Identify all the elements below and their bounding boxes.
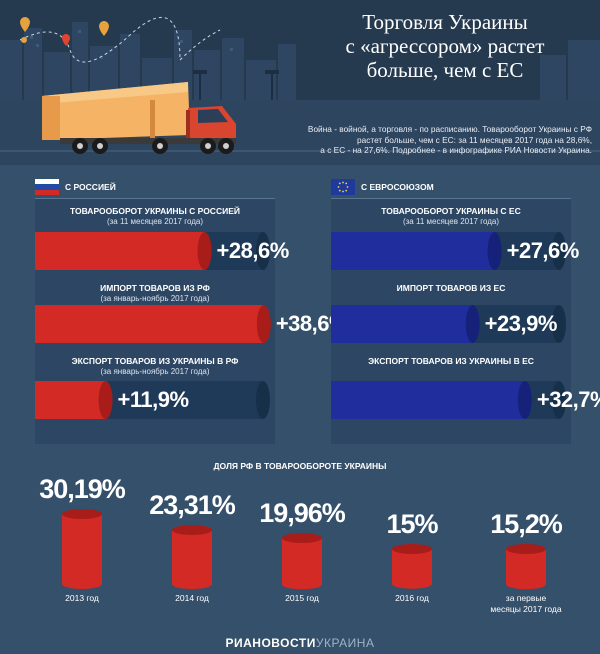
bar-track-end bbox=[552, 232, 566, 270]
title-line: больше, чем с ЕС bbox=[366, 58, 524, 82]
divider bbox=[331, 198, 571, 199]
brand-light: УКРАИНА bbox=[315, 636, 375, 650]
bar-fill-cap bbox=[517, 381, 532, 419]
eu-metric-title: ЭКСПОРТ ТОВАРОВ ИЗ УКРАИНЫ В ЕС bbox=[368, 356, 534, 366]
eu-metric-title: ТОВАРООБОРОТ УКРАИНЫ С ЕС bbox=[381, 206, 521, 216]
share-value: 30,19% bbox=[39, 474, 126, 504]
bar-fill bbox=[331, 305, 473, 343]
intro-line: а с ЕС - на 27,6%. Подробнее - в инфогра… bbox=[320, 145, 592, 155]
russia-metric-subtitle: (за январь-ноябрь 2017 года) bbox=[100, 294, 210, 303]
page-title: Торговля Украины с «агрессором» растет б… bbox=[300, 10, 590, 82]
eu-metric-title: ИМПОРТ ТОВАРОВ ИЗ ЕС bbox=[396, 283, 506, 293]
russia-metric-title: ИМПОРТ ТОВАРОВ ИЗ РФ bbox=[100, 283, 210, 293]
russia-metric-subtitle: (за 11 месяцев 2017 года) bbox=[106, 217, 204, 226]
share-value: 23,31% bbox=[149, 489, 236, 520]
bar-fill-cap bbox=[98, 381, 113, 419]
eu-metric-value: +32,7% bbox=[536, 387, 600, 412]
eu-section-header: С ЕВРОСОЮЗОМ bbox=[331, 178, 571, 196]
russia-metric-bar bbox=[35, 381, 270, 419]
bar-track-end bbox=[256, 232, 270, 270]
bar-fill bbox=[331, 232, 495, 270]
bar-fill bbox=[35, 305, 264, 343]
eu-metric-bar bbox=[331, 232, 566, 270]
russia-section-header: С РОССИЕЙ bbox=[35, 178, 275, 196]
share-cylinder bbox=[506, 543, 546, 589]
truck-illustration bbox=[42, 82, 236, 154]
bar-fill-cap bbox=[487, 232, 502, 270]
share-value: 19,96% bbox=[259, 497, 346, 528]
eu-label: С ЕВРОСОЮЗОМ bbox=[361, 182, 434, 192]
footer-brand: РИАНОВОСТИУКРАИНА bbox=[0, 636, 600, 654]
eu-metric-bar bbox=[331, 381, 566, 419]
bar-fill bbox=[35, 232, 205, 270]
share-year: 2015 год bbox=[285, 593, 319, 603]
share-cylinder bbox=[62, 509, 102, 589]
russia-flag-icon bbox=[35, 179, 59, 195]
bar-track-end bbox=[256, 381, 270, 419]
bar-fill bbox=[35, 381, 106, 419]
share-cylinder bbox=[282, 532, 322, 589]
share-value: 15% bbox=[386, 509, 438, 540]
russia-metric-bar bbox=[35, 305, 271, 343]
intro-line: растет больше, чем с ЕС: за 11 месяцев 2… bbox=[356, 134, 592, 145]
share-year: 2014 год bbox=[175, 593, 209, 603]
share-title: ДОЛЯ РФ В ТОВАРООБОРОТЕ УКРАИНЫ bbox=[213, 461, 387, 471]
eu-flag-icon bbox=[331, 179, 355, 195]
bar-fill-cap bbox=[256, 305, 271, 343]
russia-metric-title: ТОВАРООБОРОТ УКРАИНЫ С РОССИЕЙ bbox=[70, 206, 240, 216]
divider bbox=[35, 198, 275, 199]
share-year: за первые месяцы 2017 года bbox=[490, 593, 562, 614]
bar-fill-cap bbox=[197, 232, 212, 270]
share-year: 2013 год bbox=[65, 593, 99, 603]
russia-metric-title: ЭКСПОРТ ТОВАРОВ ИЗ УКРАИНЫ В РФ bbox=[71, 356, 239, 366]
city-skyline-illustration bbox=[0, 16, 600, 165]
brand-bold: РИАНОВОСТИ bbox=[225, 636, 316, 650]
share-year: 2016 год bbox=[395, 593, 429, 603]
share-cylinder bbox=[172, 524, 212, 589]
russia-metric-subtitle: (за январь-ноябрь 2017 года) bbox=[100, 367, 210, 376]
eu-metric-value: +23,9% bbox=[484, 311, 558, 336]
title-line: с «агрессором» растет bbox=[345, 34, 545, 58]
russia-metric-value: +11,9% bbox=[117, 387, 190, 412]
eu-metric-value: +27,6% bbox=[506, 238, 580, 263]
title-line: Торговля Украины bbox=[362, 10, 528, 34]
russia-label: С РОССИЕЙ bbox=[65, 182, 116, 192]
bar-track-end bbox=[552, 305, 566, 343]
eu-metric-subtitle: (за 11 месяцев 2017 года) bbox=[402, 217, 500, 226]
eu-metric-bar bbox=[331, 305, 566, 343]
russia-metric-value: +28,6% bbox=[216, 238, 290, 263]
share-value: 15,2% bbox=[490, 508, 563, 539]
bar-fill bbox=[331, 381, 525, 419]
russia-metric-bar bbox=[35, 232, 270, 270]
header-banner bbox=[0, 0, 600, 165]
bar-track-end bbox=[552, 381, 566, 419]
share-cylinder bbox=[392, 544, 432, 589]
location-pin-icon bbox=[20, 17, 109, 46]
intro-line: Война - войной, а торговля - по расписан… bbox=[307, 124, 592, 134]
intro-text: Война - войной, а торговля - по расписан… bbox=[292, 124, 592, 156]
bar-fill-cap bbox=[465, 305, 480, 343]
